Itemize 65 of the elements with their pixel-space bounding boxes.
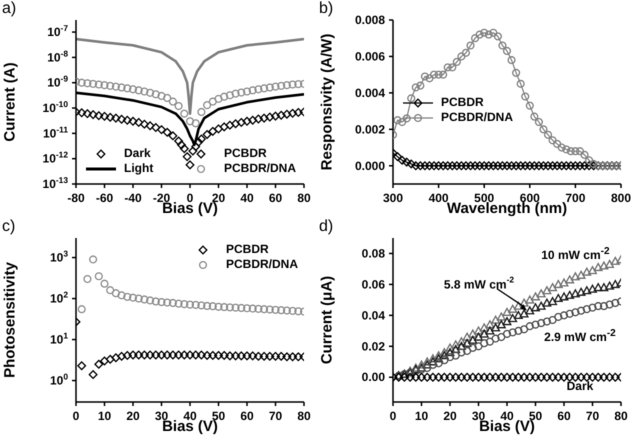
y-tick-label: 10$^{-11}$ — [42, 124, 68, 140]
x-tick-label: 70 — [268, 409, 282, 423]
x-tick-label: -40 — [124, 191, 142, 205]
y-tick-label: 10$^{-10}$ — [42, 99, 68, 116]
x-tick-label: 0 — [186, 191, 194, 205]
x-tick-label: 40 — [240, 191, 254, 205]
annotation: Dark — [566, 378, 594, 393]
x-tick-label: -80 — [67, 191, 85, 205]
y-tick-label: 10$^{0}$ — [50, 372, 68, 388]
y-tick-label: 10$^{3}$ — [50, 248, 68, 265]
y-tick-label: 0.002 — [354, 122, 386, 136]
y-tick-label: 0.006 — [354, 49, 386, 64]
x-tick-label: 80 — [297, 191, 311, 205]
legend-label: PCBDR/DNA — [441, 110, 513, 124]
x-tick-label: 80 — [297, 409, 311, 423]
y-tick-label: 10$^{2}$ — [50, 290, 68, 306]
y-tick-label: 0.004 — [354, 86, 386, 100]
x-tick-label: 20 — [126, 409, 140, 423]
y-tick-label: 0.00 — [362, 370, 386, 384]
x-tick-label: 40 — [183, 409, 197, 423]
x-tick-label: 60 — [557, 409, 571, 423]
annotation: 2.9 mW cm$^{-2}$ — [544, 328, 616, 344]
y-tick-label: 10$^{-12}$ — [42, 150, 68, 166]
y-tick-label: 10$^{-8}$ — [47, 48, 68, 64]
x-tick-label: 80 — [614, 409, 628, 423]
x-tick-label: 70 — [586, 409, 600, 423]
x-tick-label: 60 — [240, 409, 254, 423]
legend-label: PCBDR — [226, 242, 269, 256]
x-tick-label: 40 — [500, 409, 514, 423]
x-tick-label: 20 — [443, 409, 457, 423]
y-tick-label: 0.02 — [362, 339, 386, 354]
annotation: Dark — [124, 146, 151, 160]
chart-title: c) — [2, 218, 16, 235]
x-tick-label: 700 — [565, 191, 586, 205]
legend-label: Light — [124, 161, 154, 175]
x-tick-label: 0 — [72, 409, 80, 423]
y-axis-title: Photosensitivity — [2, 262, 18, 378]
y-tick-label: 0.008 — [354, 13, 386, 27]
x-tick-label: 800 — [610, 191, 632, 205]
x-tick-label: 300 — [382, 191, 404, 205]
chart-title: a) — [2, 0, 16, 17]
y-tick-label: 0.08 — [362, 246, 386, 260]
y-axis-title: Current (A) — [2, 62, 18, 142]
y-tick-label: 10$^{-7}$ — [47, 23, 68, 40]
x-tick-label: 60 — [268, 191, 282, 205]
y-tick-label: 0.06 — [362, 277, 386, 292]
x-tick-label: 0 — [390, 409, 397, 423]
chart-title: d) — [319, 218, 334, 235]
y-axis-title: Responsivity (A/W) — [318, 34, 336, 170]
legend-label: PCBDR — [224, 146, 267, 160]
y-tick-label: 10$^{-9}$ — [47, 74, 68, 90]
y-tick-label: 0.04 — [362, 308, 386, 322]
y-tick-label: 10$^{1}$ — [50, 330, 68, 347]
legend-label: PCBDR — [441, 95, 484, 110]
legend-label: PCBDR/DNA — [224, 161, 296, 175]
legend-label: PCBDR/DNA — [226, 257, 298, 271]
x-tick-label: -60 — [96, 191, 114, 205]
chart-title: b) — [319, 0, 334, 17]
annotation: 10 mW cm$^{-2}$ — [541, 246, 610, 262]
y-tick-label: 10$^{-13}$ — [42, 175, 68, 191]
y-tick-label: 0.000 — [354, 158, 386, 173]
annotation: 5.8 mW cm$^{-2}$ — [444, 274, 514, 292]
x-tick-label: 10 — [98, 409, 112, 423]
x-tick-label: 10 — [414, 409, 428, 423]
y-axis-title: Current (μA) — [318, 276, 336, 364]
